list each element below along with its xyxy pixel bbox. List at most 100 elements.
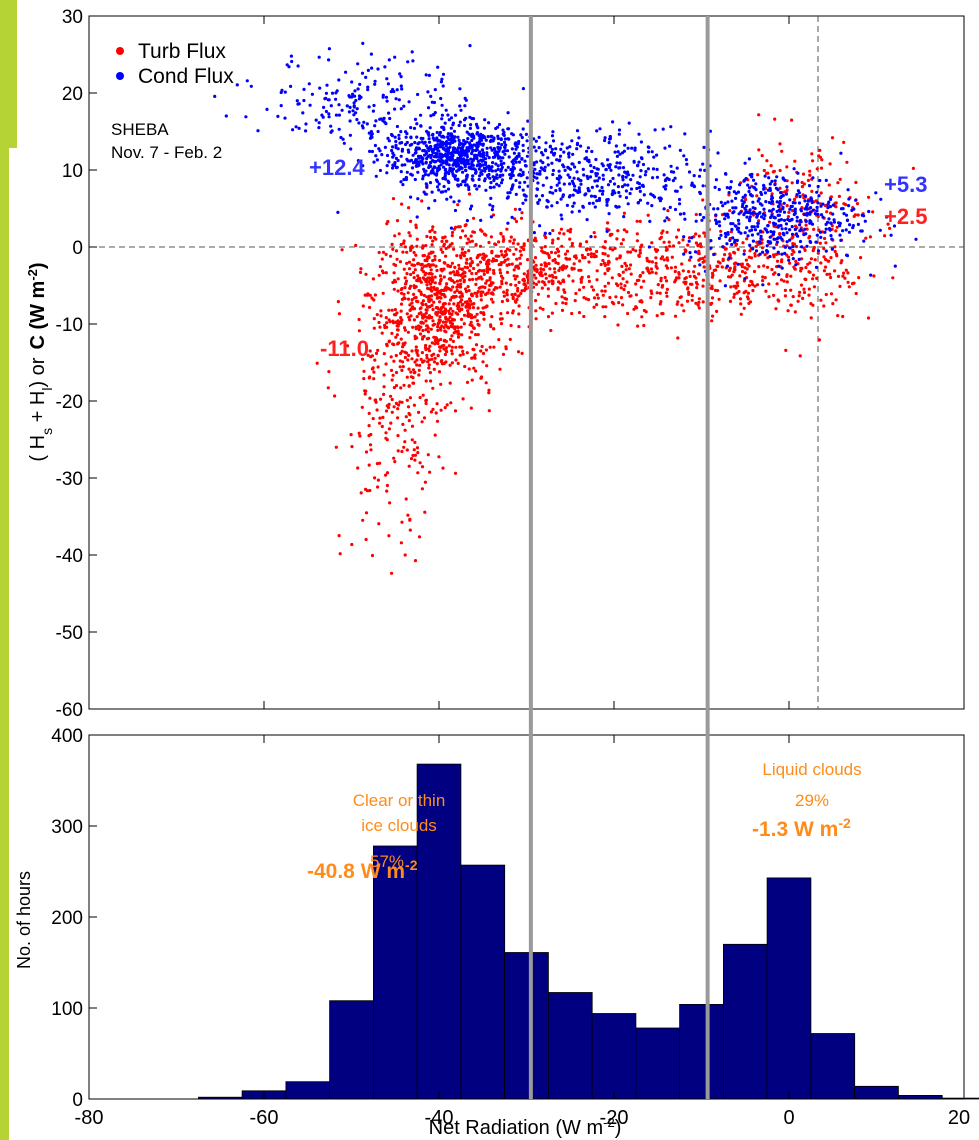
turb-point-1078 [513, 207, 518, 211]
turb-point-1545 [857, 276, 861, 280]
cond-point-1546 [788, 198, 792, 202]
turb-point-1366 [378, 421, 382, 425]
cond-point-581 [432, 147, 436, 152]
turb-point-1069 [550, 241, 555, 245]
turb-point-428 [430, 243, 434, 247]
turb-point-1675 [656, 283, 660, 287]
cond-point-329 [423, 172, 428, 177]
turb-point-871 [557, 268, 561, 273]
cond-point-1717 [848, 223, 852, 227]
cond-point-1205 [639, 169, 643, 173]
cond-point-1582 [689, 255, 693, 259]
cond-point-515 [465, 155, 469, 159]
cond-point-1181 [633, 148, 637, 152]
turb-point-1738 [710, 271, 715, 275]
turb-point-1256 [372, 370, 376, 374]
turb-point-887 [606, 254, 610, 258]
turb-point-1814 [577, 311, 582, 315]
turb-point-1426 [419, 311, 423, 315]
turb-point-1808 [697, 300, 701, 304]
turb-point-390 [417, 327, 421, 332]
turb-point-1155 [547, 255, 551, 260]
turb-point-1289 [360, 405, 364, 409]
cond-point-1443 [816, 212, 820, 216]
cond-point-1315 [385, 164, 389, 168]
turb-point-2012 [807, 236, 811, 240]
turb-point-876 [511, 241, 515, 245]
turb-point-938 [500, 279, 504, 283]
turb-point-1701 [603, 246, 607, 250]
cond-point-1425 [688, 251, 692, 255]
turb-point-933 [539, 267, 543, 271]
turb-point-1109 [458, 278, 462, 282]
cond-point-0 [415, 135, 419, 139]
cond-point-1830 [856, 222, 861, 226]
turb-point-307 [433, 230, 437, 234]
cond-point-858 [314, 118, 318, 122]
cond-point-1241 [557, 177, 561, 181]
turb-point-461 [445, 325, 450, 329]
turb-point-1470 [673, 314, 678, 318]
turb-point-1988 [778, 232, 782, 236]
cond-point-1839 [815, 233, 819, 237]
turb-point-1507 [673, 269, 677, 274]
liquid-annotation-line1: Liquid clouds [762, 760, 861, 779]
turb-point-994 [676, 228, 681, 232]
cond-point-631 [393, 135, 397, 139]
turb-point-186 [470, 356, 474, 360]
cond-point-902 [415, 215, 419, 219]
turb-point-2037 [785, 273, 789, 277]
cond-point-1354 [554, 189, 558, 193]
cond-point-1572 [735, 238, 739, 242]
turb-point-630 [440, 292, 444, 297]
cond-point-1480 [799, 208, 803, 212]
turb-point-84 [438, 315, 442, 319]
turb-point-854 [492, 268, 496, 273]
cond-point-452 [445, 159, 449, 163]
turb-point-831 [572, 262, 576, 266]
cond-point-77 [387, 160, 391, 164]
turb-point-1683 [667, 240, 671, 244]
turb-point-1393 [389, 355, 393, 359]
turb-point-736 [654, 271, 658, 275]
x-tick-label-4: 0 [783, 1107, 794, 1129]
turb-point-563 [419, 325, 423, 329]
turb-point-1936 [809, 316, 813, 320]
cond-point-1640 [816, 249, 821, 253]
turb-point-1730 [670, 255, 674, 259]
regime-divider-lines [528, 16, 710, 1099]
turb-point-1587 [710, 296, 715, 300]
turb-point-1287 [403, 553, 407, 557]
turb-point-1016 [536, 292, 541, 296]
turb-point-947 [620, 264, 624, 268]
cond-point-1299 [583, 193, 587, 197]
turb-point-1749 [698, 257, 702, 261]
turb-point-466 [423, 346, 428, 350]
cond-point-1844 [682, 235, 686, 239]
turb-point-507 [484, 348, 488, 352]
turb-point-850 [421, 246, 425, 250]
cond-point-967 [518, 207, 522, 211]
cond-point-1593 [839, 207, 844, 211]
cond-point-1229 [590, 185, 595, 189]
cond-point-1164 [577, 136, 581, 140]
turb-point-1380 [416, 451, 420, 455]
cond-point-1384 [589, 235, 593, 239]
turb-point-1982 [828, 272, 832, 276]
turb-point-1564 [729, 285, 733, 289]
scatter-y-tick-label-7: 10 [62, 161, 83, 182]
cond-point-675 [484, 138, 488, 142]
turb-point-393 [475, 294, 479, 298]
cond-point-1642 [839, 151, 843, 155]
cond-point-608 [487, 121, 491, 125]
cond-point-1336 [600, 192, 605, 196]
cond-point-1260 [600, 185, 604, 190]
cond-point-594 [435, 185, 440, 189]
cond-point-508 [475, 124, 479, 129]
cond-point-648 [406, 159, 410, 163]
cond-point-734 [304, 129, 308, 133]
cond-point-454 [475, 132, 479, 136]
turb-point-1355 [402, 445, 406, 449]
histogram-y-tick-label-3: 300 [51, 817, 83, 838]
turb-point-975 [472, 230, 476, 234]
